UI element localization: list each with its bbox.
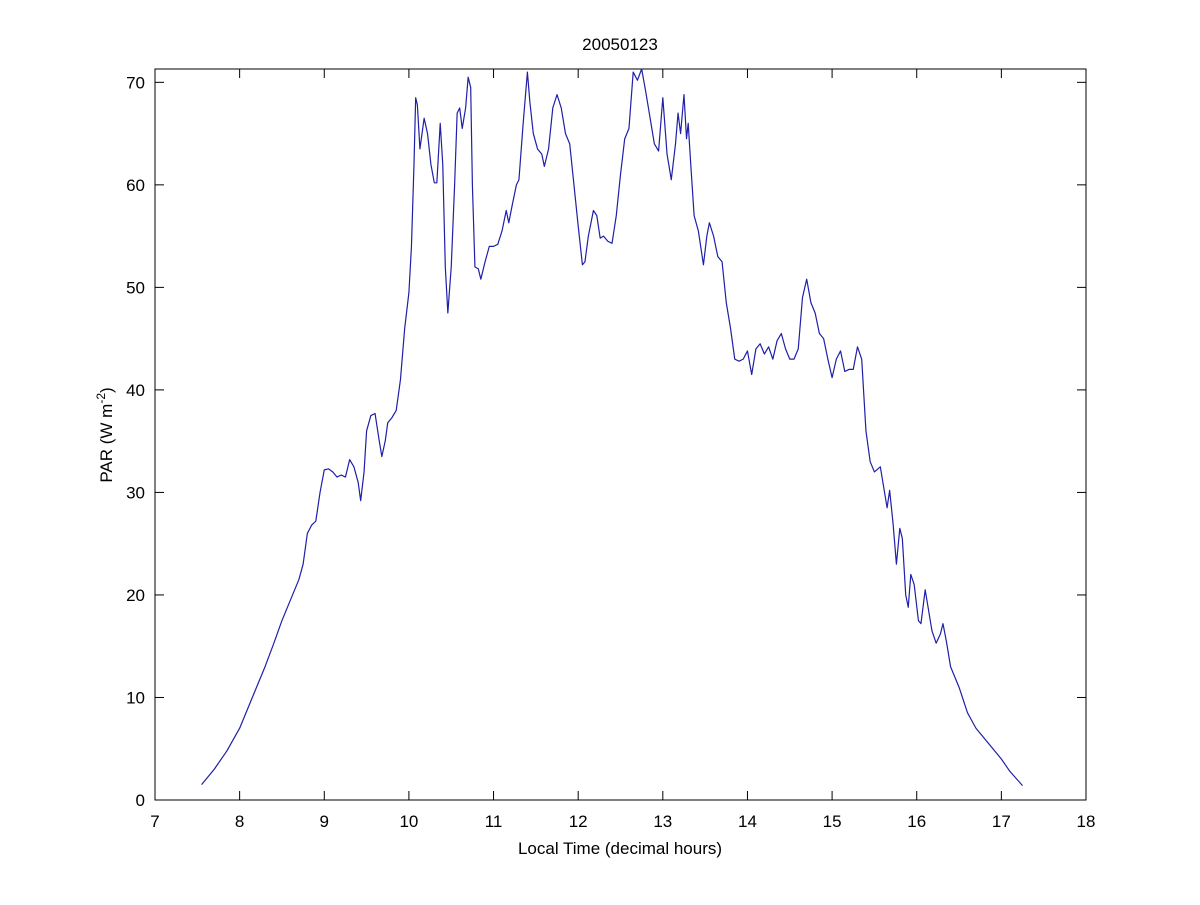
x-axis-label: Local Time (decimal hours) [518,839,722,858]
y-tick-label: 10 [126,688,145,707]
x-tick-label: 15 [823,812,842,831]
x-tick-label: 9 [320,812,329,831]
x-tick-label: 18 [1077,812,1096,831]
chart-title: 20050123 [582,35,658,54]
y-axis-label: PAR (W m-2) [94,387,116,482]
x-tick-label: 14 [738,812,757,831]
x-tick-label: 10 [399,812,418,831]
x-tick-label: 13 [653,812,672,831]
y-tick-label: 30 [126,483,145,502]
y-tick-label: 60 [126,176,145,195]
x-tick-label: 17 [992,812,1011,831]
x-tick-label: 11 [485,812,503,831]
x-tick-label: 16 [907,812,926,831]
y-label-main: PAR (W m [97,404,116,483]
plot-area [154,68,1087,801]
y-tick-label: 0 [136,791,145,810]
x-tick-label: 7 [150,812,159,831]
y-tick-label: 20 [126,586,145,605]
x-tick-label: 8 [235,812,244,831]
y-tick-label: 50 [126,278,145,297]
y-label-end: ) [97,387,116,393]
data-line [201,68,1023,787]
x-tick-label: 12 [569,812,588,831]
y-tick-label: 70 [126,73,145,92]
y-tick-label: 40 [126,381,145,400]
y-label-sup: -2 [94,393,108,404]
